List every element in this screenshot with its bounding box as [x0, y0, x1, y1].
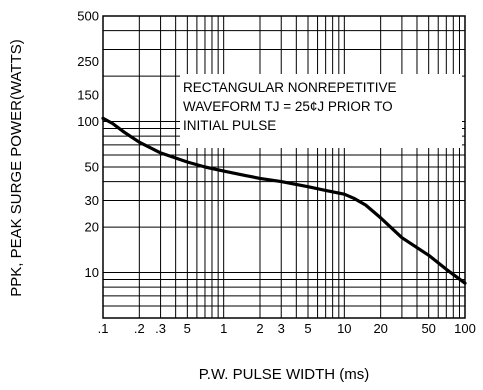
plot-border: [102, 15, 466, 319]
y-tick-label: 20: [85, 220, 99, 235]
y-axis-label: PPK, PEAK SURGE POWER(WATTS): [8, 39, 25, 297]
x-tick-label: 50: [421, 321, 435, 336]
x-tick-label: .1: [98, 321, 109, 336]
annotation-line-3: INITIAL PULSE: [183, 118, 276, 133]
x-tick-label: 20: [373, 321, 387, 336]
y-tick-label: 150: [77, 88, 99, 103]
x-tick-label: 100: [454, 321, 476, 336]
annotation-line-1: RECTANGULAR NONREPETITIVE: [183, 80, 397, 95]
x-tick-label: 5: [184, 321, 191, 336]
annotation-box: [180, 74, 462, 148]
x-tick-label: .2: [134, 321, 145, 336]
series-line-1: [101, 116, 467, 285]
y-tick-label: 30: [85, 193, 99, 208]
y-tick-label: 500: [77, 9, 99, 24]
plot-frame: [102, 15, 466, 319]
y-tick-label: 10: [85, 265, 99, 280]
annotation-line-2: WAVEFORM TJ = 25¢J PRIOR TO: [183, 99, 393, 114]
x-tick-label: 5: [304, 321, 311, 336]
x-tick-label: 2: [256, 321, 263, 336]
y-tick-label: 100: [77, 114, 99, 129]
x-tick-label: .3: [155, 321, 166, 336]
x-axis-label: P.W. PULSE WIDTH (ms): [199, 366, 370, 383]
y-tick-labels: 10 20 30 50 100 150 250 500: [77, 9, 99, 281]
x-tick-label: 10: [337, 321, 351, 336]
x-tick-label: 1: [220, 321, 227, 336]
series-layer: [101, 116, 467, 285]
y-tick-label: 50: [85, 160, 99, 175]
x-tick-label: 3: [278, 321, 285, 336]
x-tick-labels: .1 .2 .3 5 1 2 3 5 10 20 50 100: [98, 321, 476, 336]
y-tick-label: 250: [77, 54, 99, 69]
